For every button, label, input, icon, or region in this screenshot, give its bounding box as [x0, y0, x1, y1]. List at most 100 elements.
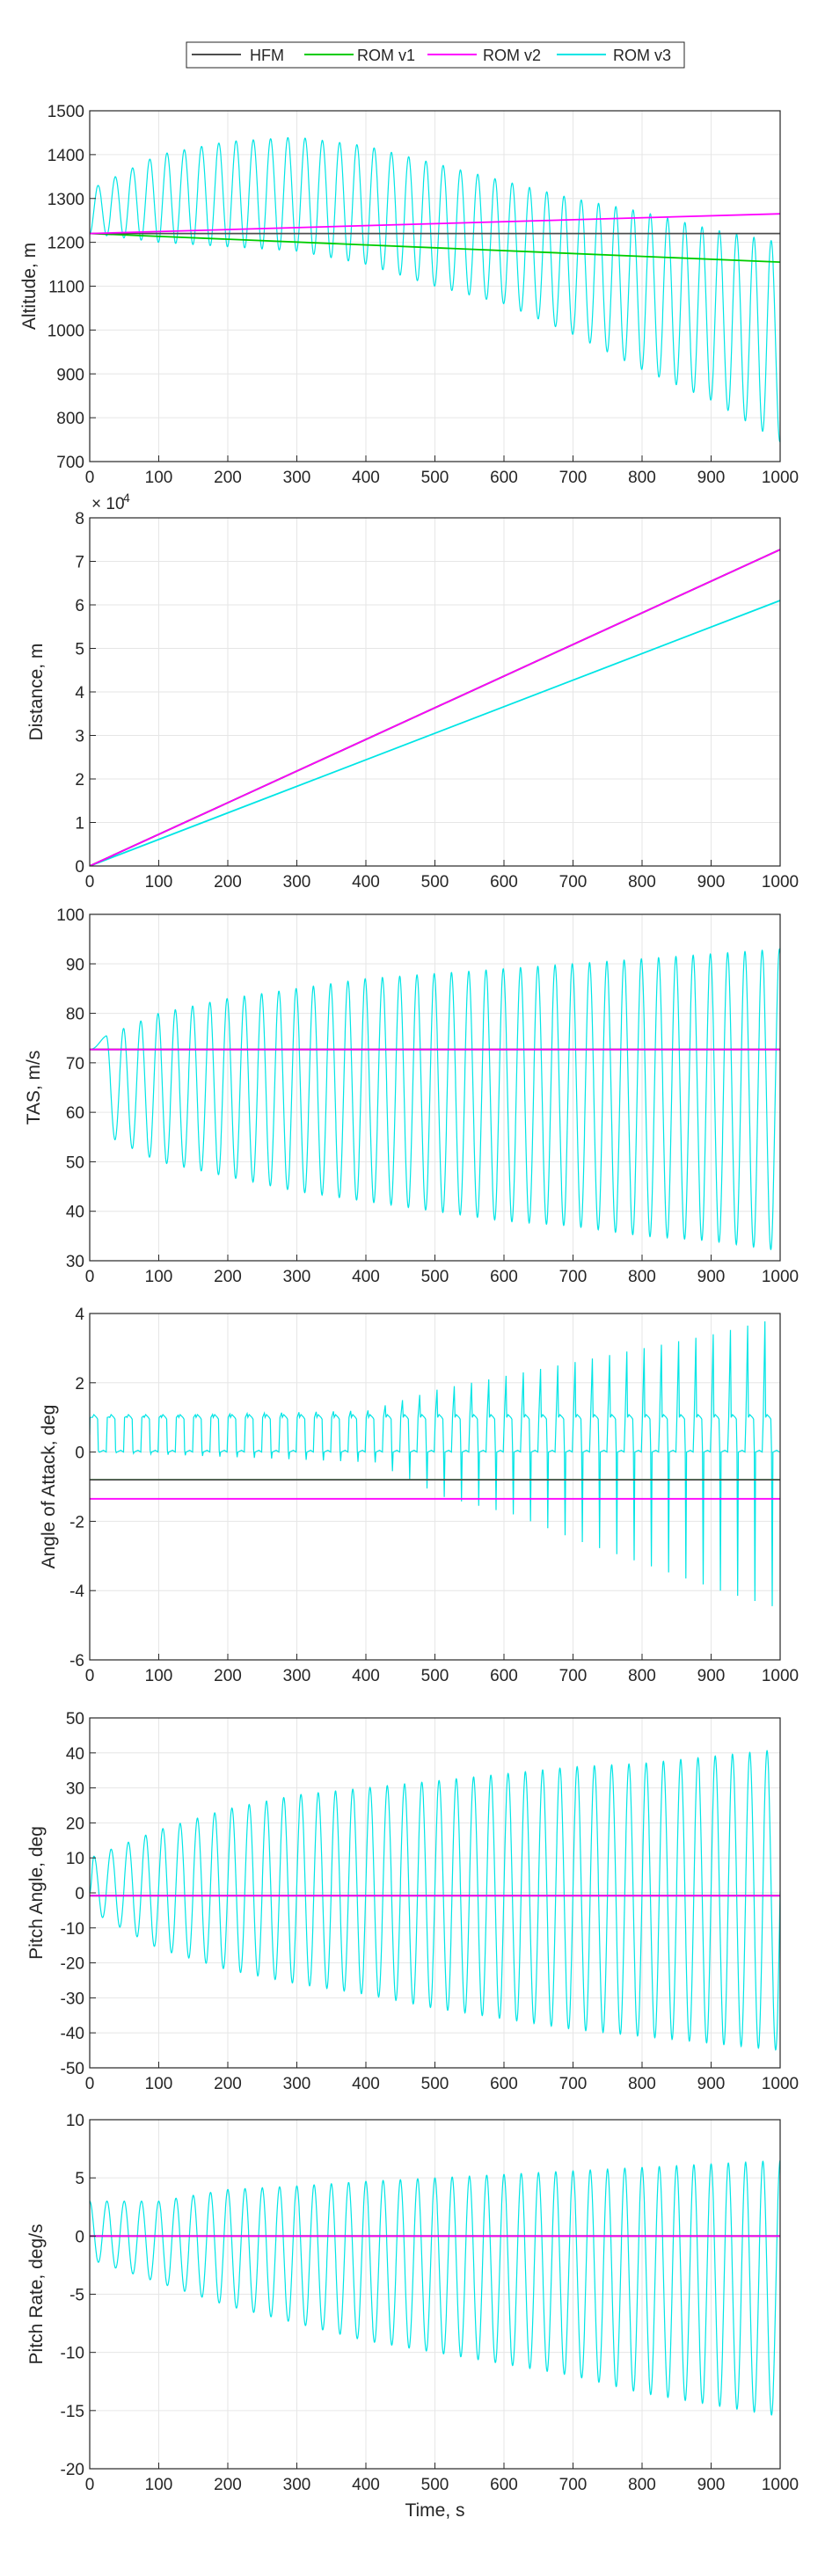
y-axis-label: Pitch Angle, deg — [26, 1826, 47, 1960]
y-tick-label: 10 — [66, 1850, 84, 1868]
x-tick-label: 400 — [352, 2476, 380, 2494]
x-tick-label: 800 — [628, 469, 656, 487]
y-tick-label: 60 — [66, 1104, 84, 1123]
x-tick-label: 0 — [85, 873, 95, 891]
x-tick-label: 200 — [214, 1667, 242, 1685]
x-tick-label: 900 — [697, 2075, 726, 2093]
y-tick-label: -4 — [69, 1583, 84, 1601]
legend: HFM ROM v1 ROM v2 ROM v3 — [186, 41, 685, 69]
series-line-rom-v3 — [90, 1321, 780, 1606]
y-tick-label: 40 — [66, 1745, 84, 1764]
y-tick-label: 5 — [75, 2170, 84, 2188]
y-tick-label: -10 — [61, 1920, 84, 1939]
x-tick-label: 800 — [628, 2075, 656, 2093]
y-tick-label: 700 — [56, 454, 84, 472]
y-tick-label: 1000 — [47, 322, 84, 340]
x-tick-label: 400 — [352, 1268, 380, 1286]
chart-panel-6: 0 100 200 300 400 500 600 700 800 900 1000-20-15-1… — [26, 2112, 799, 2521]
y-tick-label: -20 — [61, 1955, 84, 1974]
y-tick-label: 5 — [75, 641, 84, 659]
x-tick-label: 300 — [283, 873, 311, 891]
x-tick-label: 800 — [628, 2476, 656, 2494]
x-tick-label: 600 — [490, 1667, 518, 1685]
legend-item-hfm: HFM — [192, 47, 284, 64]
x-tick-label: 600 — [490, 1268, 518, 1286]
legend-label: ROM v1 — [357, 47, 415, 64]
x-tick-label: 300 — [283, 1268, 311, 1286]
x-tick-label: 700 — [559, 1667, 588, 1685]
y-tick-label: 100 — [56, 906, 84, 925]
x-tick-label: 100 — [145, 2476, 173, 2494]
x-tick-label: 500 — [421, 1667, 449, 1685]
y-tick-label: 1300 — [47, 191, 84, 209]
y-tick-label: 0 — [75, 2228, 84, 2246]
chart-panel-1: 0 100 200 300 400 500 600 700 800 900 1000 700 800 90… — [19, 103, 799, 487]
x-tick-label: 1000 — [762, 1667, 799, 1685]
x-tick-label: 500 — [421, 1268, 449, 1286]
y-axis-label: Distance, m — [26, 644, 47, 741]
x-tick-label: 1000 — [762, 2075, 799, 2093]
x-tick-label: 900 — [697, 2476, 726, 2494]
legend-item-rom-v3: ROM v3 — [557, 47, 671, 64]
x-tick-label: 0 — [85, 2476, 95, 2494]
y-tick-label: 4 — [75, 684, 84, 702]
y-tick-label: 40 — [66, 1204, 84, 1222]
series-line-rom-v3 — [90, 136, 780, 443]
y-tick-label: 50 — [66, 1153, 84, 1172]
y-tick-label: 1500 — [47, 103, 84, 121]
y-tick-label: 7 — [75, 554, 84, 572]
y-axis-label: Pitch Rate, deg/s — [26, 2224, 47, 2365]
x-tick-label: 600 — [490, 2075, 518, 2093]
y-tick-label: 1 — [75, 815, 84, 833]
y-tick-label: -5 — [69, 2287, 84, 2305]
y-tick-label: -2 — [69, 1513, 84, 1532]
y-tick-label: 30 — [66, 1780, 84, 1799]
axis-exponent-power: 4 — [123, 491, 130, 505]
y-axis-label: Altitude, m — [19, 243, 40, 330]
series-group — [90, 948, 780, 1251]
x-tick-label: 600 — [490, 2476, 518, 2494]
legend-label: HFM — [250, 47, 284, 64]
x-tick-label: 900 — [697, 1268, 726, 1286]
x-tick-label: 0 — [85, 469, 95, 487]
x-tick-label: 200 — [214, 469, 242, 487]
y-tick-label: 90 — [66, 956, 84, 974]
x-tick-label: 800 — [628, 1268, 656, 1286]
x-tick-label: 100 — [145, 1667, 173, 1685]
y-tick-label: 800 — [56, 410, 84, 428]
x-tick-label: 900 — [697, 469, 726, 487]
x-tick-label: 700 — [559, 469, 588, 487]
legend-label: ROM v3 — [613, 47, 671, 64]
series-group — [90, 1750, 780, 2051]
x-tick-label: 900 — [697, 1667, 726, 1685]
x-tick-label: 300 — [283, 2075, 311, 2093]
x-tick-label: 600 — [490, 469, 518, 487]
axis-exponent-base: × 10 — [91, 495, 125, 513]
y-tick-label: -40 — [61, 2025, 84, 2043]
x-tick-label: 1000 — [762, 2476, 799, 2494]
chart-panel-5: 0 100 200 300 400 500 600 700 800 900 1000-50-40-3… — [26, 1710, 799, 2093]
x-tick-label: 500 — [421, 873, 449, 891]
x-tick-label: 100 — [145, 469, 173, 487]
x-axis-label: Time, s — [405, 2500, 464, 2521]
x-tick-label: 100 — [145, 2075, 173, 2093]
series-line-rom-v2 — [90, 213, 780, 235]
x-tick-label: 900 — [697, 873, 726, 891]
x-tick-label: 400 — [352, 2075, 380, 2093]
y-tick-label: 6 — [75, 597, 84, 615]
y-tick-label: -30 — [61, 1990, 84, 2008]
y-tick-label: 8 — [75, 510, 84, 528]
x-tick-label: 200 — [214, 1268, 242, 1286]
x-tick-label: 500 — [421, 2075, 449, 2093]
y-tick-label: -50 — [61, 2060, 84, 2078]
x-tick-label: 700 — [559, 2476, 588, 2494]
x-tick-label: 1000 — [762, 873, 799, 891]
x-tick-label: 700 — [559, 873, 588, 891]
series-line-rom-v2 — [90, 549, 780, 866]
y-tick-label: 70 — [66, 1055, 84, 1073]
y-tick-label: 900 — [56, 366, 84, 384]
y-tick-label: 1200 — [47, 235, 84, 253]
x-tick-label: 200 — [214, 2075, 242, 2093]
x-tick-label: 400 — [352, 1667, 380, 1685]
